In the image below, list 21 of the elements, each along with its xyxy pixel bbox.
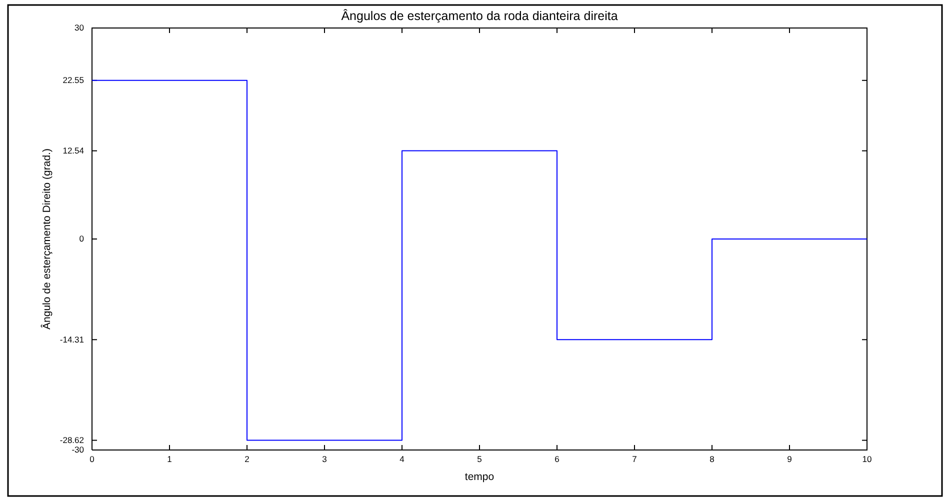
x-tick-label: 5: [477, 454, 482, 464]
x-tick-label: 7: [632, 454, 638, 464]
y-tick-label: 0: [79, 234, 84, 244]
x-tick-label: 4: [400, 454, 405, 464]
x-tick-label: 10: [862, 454, 872, 464]
y-tick-label: 22.55: [62, 75, 84, 86]
y-axis-title: Ângulo de esterçamento Direito (grad.): [40, 148, 53, 330]
x-tick-label: 0: [90, 454, 95, 464]
y-tick-label: 12.54: [62, 146, 84, 156]
x-tick-label: 6: [554, 454, 560, 464]
x-tick-label: 2: [244, 454, 250, 464]
y-tick-label: 30: [74, 22, 84, 33]
y-tick-label: -28.62: [60, 435, 84, 446]
x-tick-label: 8: [710, 454, 715, 464]
y-tick-label: -30: [72, 444, 84, 455]
x-tick-label: 9: [787, 454, 792, 464]
y-tick-label: -14.31: [60, 334, 84, 344]
chart-title: Ângulos de esterçamento da roda dianteira direita: [341, 9, 618, 23]
x-tick-label: 3: [322, 454, 328, 464]
x-tick-label: 1: [167, 454, 172, 464]
x-axis-title: tempo: [464, 471, 494, 483]
